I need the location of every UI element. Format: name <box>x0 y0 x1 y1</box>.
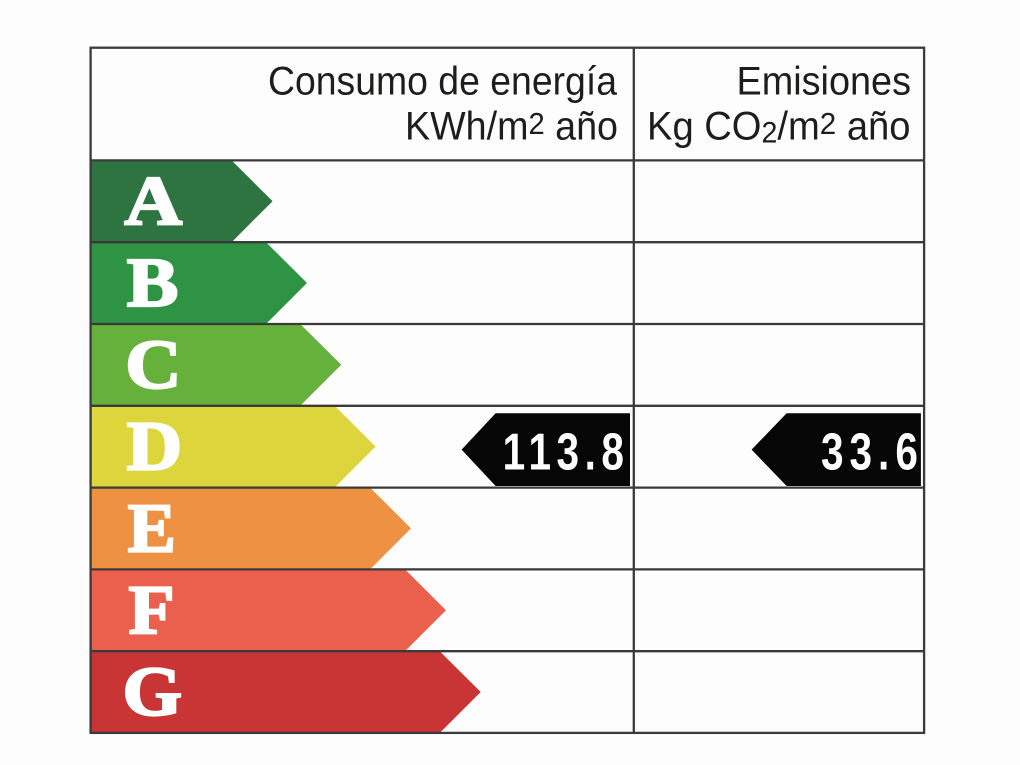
svg-text:C: C <box>125 326 181 404</box>
svg-text:A: A <box>124 163 182 240</box>
svg-text:KWh/m2 año: KWh/m2 año <box>405 105 618 149</box>
svg-text:G: G <box>123 653 183 730</box>
svg-text:113.8: 113.8 <box>503 423 630 481</box>
svg-text:33.6: 33.6 <box>821 423 924 481</box>
svg-text:D: D <box>127 408 182 485</box>
svg-text:Emisiones: Emisiones <box>737 60 912 104</box>
svg-text:B: B <box>127 243 179 321</box>
svg-text:Kg CO2/m2 año: Kg CO2/m2 año <box>647 105 911 150</box>
svg-text:Consumo de energía: Consumo de energía <box>268 60 618 104</box>
svg-text:F: F <box>129 571 175 649</box>
svg-text:E: E <box>128 490 176 567</box>
